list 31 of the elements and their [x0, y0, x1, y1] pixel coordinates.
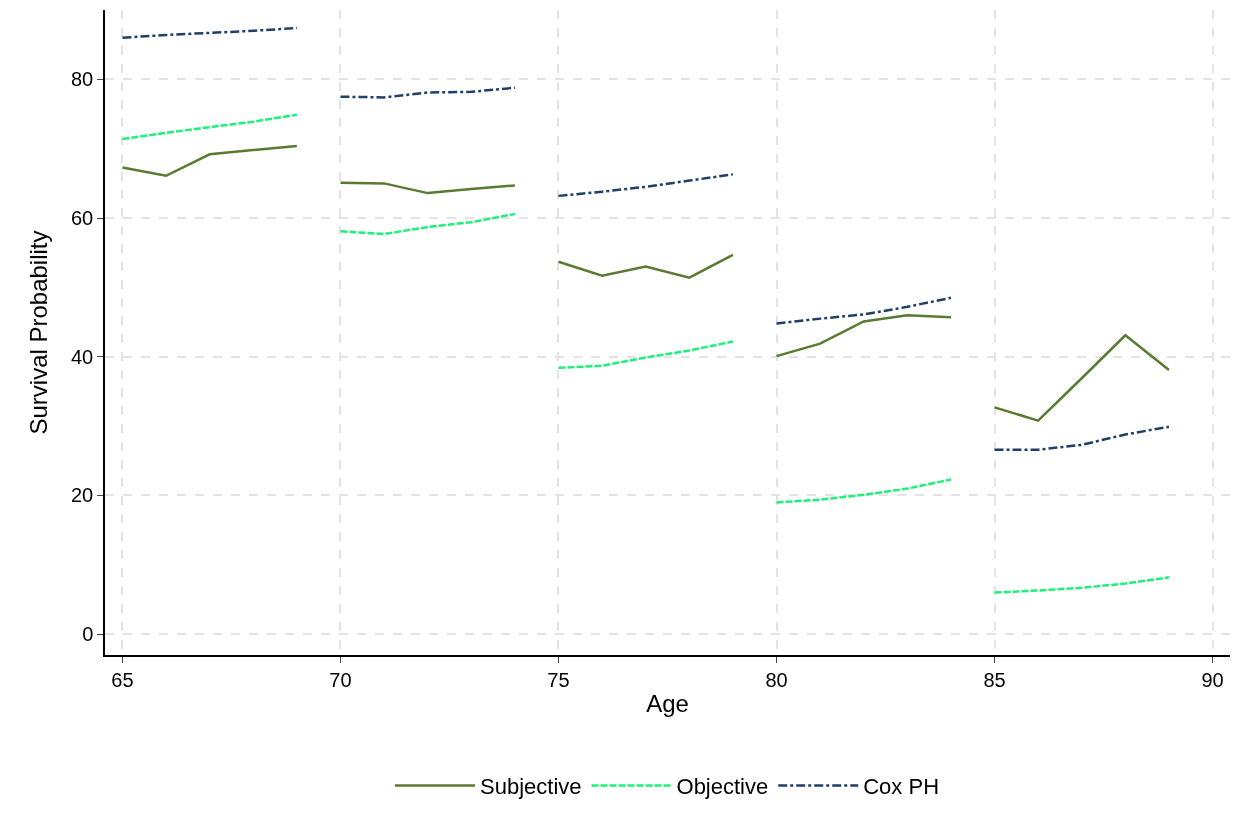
line-series	[775, 478, 953, 504]
line-series	[121, 113, 299, 141]
y-tick-label: 20	[71, 484, 94, 507]
legend-label: Cox PH	[863, 774, 940, 800]
y-tick-label: 60	[71, 207, 94, 230]
line-series	[339, 86, 517, 99]
line-series	[557, 340, 735, 370]
line-series	[557, 253, 735, 279]
x-axis-title: Age	[646, 689, 689, 717]
x-tick-label: 80	[765, 668, 788, 691]
line-series	[775, 313, 953, 358]
line-series	[993, 576, 1171, 594]
y-tick-label: 80	[71, 68, 94, 91]
x-tick-label: 90	[1201, 668, 1224, 691]
line-series	[121, 26, 299, 39]
x-tick-label: 70	[329, 668, 352, 691]
line-series	[339, 181, 517, 195]
line-series	[557, 173, 735, 198]
y-axis-title: Survival Probability	[24, 230, 52, 435]
line-series	[121, 144, 299, 178]
x-tick-label: 65	[111, 668, 134, 691]
legend-label: Objective	[676, 774, 769, 800]
legend-label: Subjective	[480, 774, 582, 800]
y-tick-label: 40	[71, 345, 94, 368]
line-series	[339, 212, 517, 236]
x-tick-label: 75	[547, 668, 570, 691]
line-series	[993, 334, 1171, 422]
y-tick-label: 0	[82, 623, 94, 646]
line-series	[775, 296, 953, 325]
line-series	[993, 425, 1171, 451]
x-tick-label: 85	[983, 668, 1006, 691]
